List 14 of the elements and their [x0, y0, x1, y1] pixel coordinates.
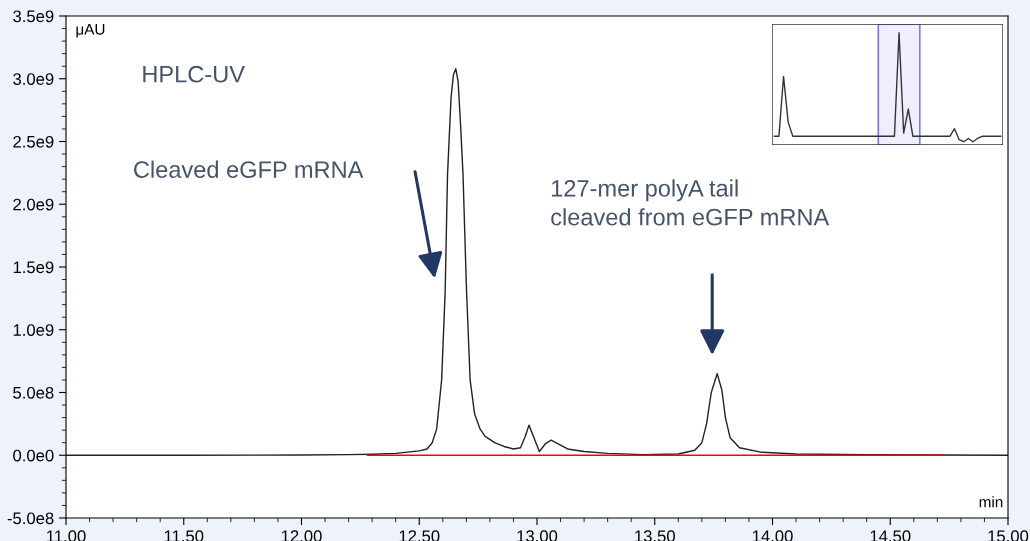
y-tick-label: 0.0e0	[13, 449, 54, 462]
y-tick-label: 3.5e9	[13, 10, 54, 23]
y-tick-label: 1.5e9	[13, 261, 54, 274]
y-axis-title: μAU	[76, 24, 105, 38]
y-tick-label: 5.0e8	[13, 386, 54, 399]
y-tick-label: 2.5e9	[13, 135, 54, 148]
y-tick-label: 1.0e9	[13, 324, 54, 336]
text: HPLC-UV	[143, 65, 245, 83]
y-tick-label: 2.0e9	[13, 198, 54, 211]
y-tick-label: 3.0e9	[13, 73, 54, 85]
y-tick-label: -5.0e8	[7, 512, 54, 525]
x-axis-title: min	[979, 496, 1003, 508]
annotation: 127-mer polyA tail cleaved from eGFP mRNA	[551, 179, 830, 226]
annotation: Cleaved eGFP mRNA	[134, 160, 364, 178]
